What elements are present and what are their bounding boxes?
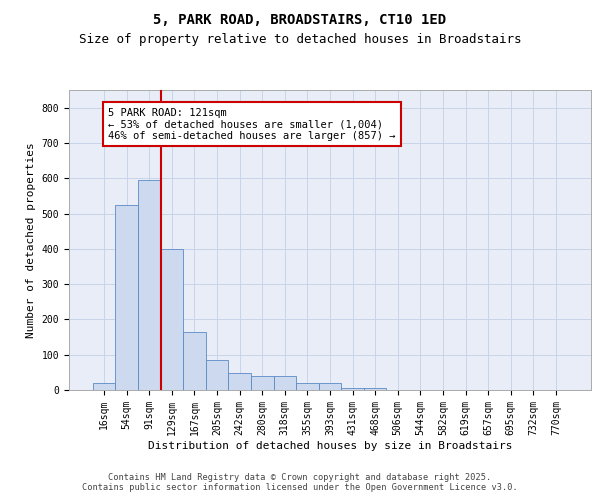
Text: 5 PARK ROAD: 121sqm
← 53% of detached houses are smaller (1,004)
46% of semi-det: 5 PARK ROAD: 121sqm ← 53% of detached ho… — [108, 108, 395, 141]
Bar — [93, 383, 115, 390]
Bar — [229, 373, 251, 390]
Bar — [183, 332, 206, 390]
Bar — [138, 180, 161, 390]
Bar — [115, 204, 138, 390]
Bar — [206, 360, 229, 390]
Bar — [319, 383, 341, 390]
Bar — [161, 249, 183, 390]
Bar — [251, 376, 274, 390]
Y-axis label: Number of detached properties: Number of detached properties — [26, 142, 36, 338]
Bar — [274, 376, 296, 390]
Bar — [296, 383, 319, 390]
Bar — [341, 388, 364, 390]
X-axis label: Distribution of detached houses by size in Broadstairs: Distribution of detached houses by size … — [148, 440, 512, 450]
Bar — [364, 388, 386, 390]
Text: Size of property relative to detached houses in Broadstairs: Size of property relative to detached ho… — [79, 32, 521, 46]
Text: Contains HM Land Registry data © Crown copyright and database right 2025.
Contai: Contains HM Land Registry data © Crown c… — [82, 473, 518, 492]
Text: 5, PARK ROAD, BROADSTAIRS, CT10 1ED: 5, PARK ROAD, BROADSTAIRS, CT10 1ED — [154, 12, 446, 26]
